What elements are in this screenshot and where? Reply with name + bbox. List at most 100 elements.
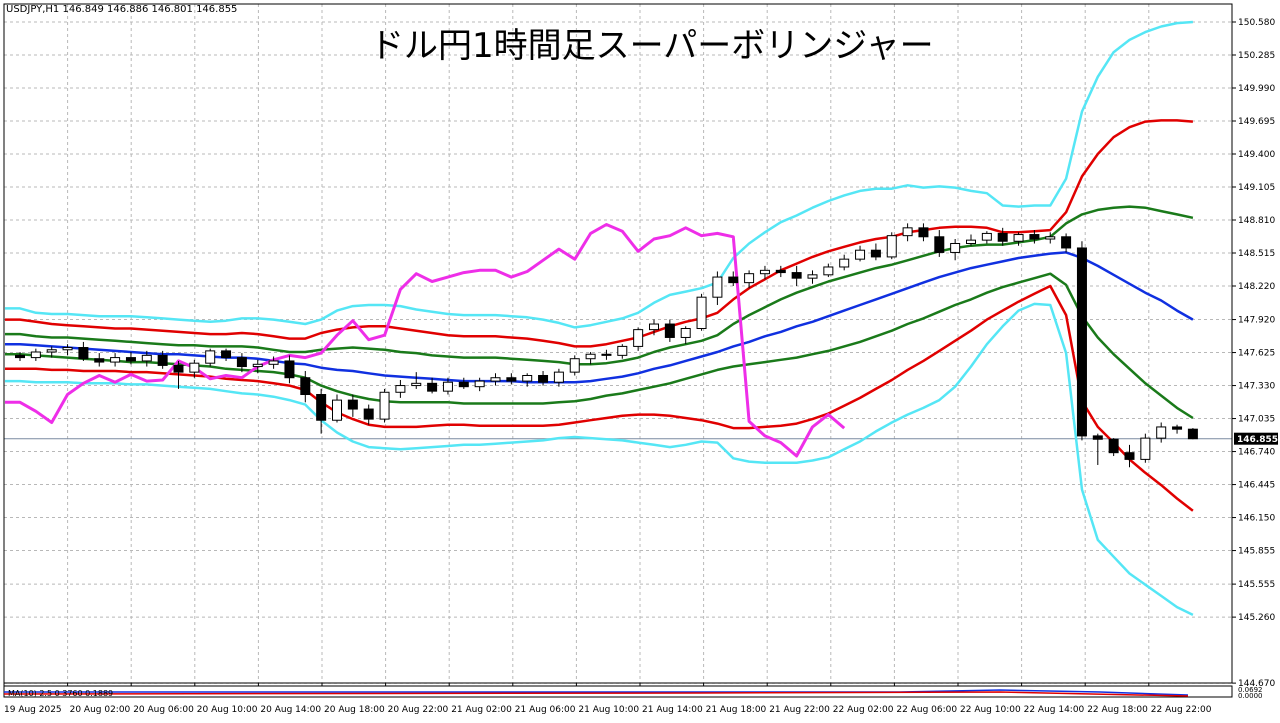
candle-body [173, 364, 184, 373]
time-label: 19 Aug 2025 [4, 705, 62, 715]
candle [157, 350, 168, 369]
axes: 150.580 150.285 149.990 149.695 149.400 149.1… [3, 3, 1278, 715]
candle-body [664, 323, 675, 338]
candle-body [1045, 236, 1056, 240]
candle-body [997, 232, 1008, 242]
price-label: 148.515 [1238, 249, 1275, 259]
candle-body [157, 354, 168, 366]
candle-body [1029, 234, 1040, 240]
candle-body [807, 274, 818, 279]
candle [617, 344, 628, 359]
candle-body [506, 377, 517, 382]
candle [15, 352, 25, 361]
candle [442, 377, 453, 395]
candle [791, 265, 802, 286]
candle-body [823, 266, 834, 276]
candle [268, 356, 279, 369]
candle-body [759, 269, 770, 275]
time-label: 22 Aug 10:00 [960, 705, 1021, 715]
candle-body [1156, 426, 1167, 439]
candle [1013, 232, 1024, 246]
candle [110, 353, 121, 367]
time-label: 20 Aug 18:00 [324, 705, 385, 715]
indicator-lines [5, 20, 1194, 617]
candle [538, 371, 549, 386]
candle-body [332, 399, 342, 421]
candle [1045, 232, 1056, 244]
candle [950, 239, 961, 261]
candle [870, 243, 881, 261]
candle [427, 377, 438, 394]
candle-body [569, 358, 580, 373]
time-label: 20 Aug 10:00 [197, 705, 258, 715]
candle-body [395, 385, 406, 393]
candle [1108, 438, 1119, 457]
candle-body [205, 350, 216, 364]
candle-body [966, 239, 976, 244]
candle-body [744, 273, 755, 284]
price-label: 144.670 [1238, 679, 1275, 689]
candle [490, 373, 501, 386]
candle-body [474, 380, 485, 388]
candle-body [1076, 247, 1087, 437]
candle-body [236, 357, 247, 368]
candle-body [870, 249, 881, 258]
candle-body [363, 408, 374, 420]
price-label: 149.990 [1238, 84, 1275, 94]
candle [363, 404, 374, 425]
subwindow-label: 0.0000 [1238, 692, 1263, 700]
subwindow-line-red [3, 691, 1189, 697]
candle [347, 394, 358, 417]
price-label: 147.920 [1238, 316, 1275, 326]
subwindow-line-blue [4, 689, 1189, 696]
candle-body [601, 353, 612, 356]
time-label: 20 Aug 14:00 [260, 705, 321, 715]
candle-body [490, 377, 501, 382]
series-lower1-line [5, 284, 1194, 512]
price-label: 145.260 [1238, 613, 1275, 623]
price-label: 149.695 [1238, 117, 1275, 127]
candle [997, 227, 1008, 246]
candle [284, 355, 295, 384]
candle-body [30, 351, 41, 359]
candle-body [442, 381, 453, 392]
series-lower05-line [5, 272, 1194, 420]
candle [125, 352, 136, 365]
time-label: 22 Aug 06:00 [896, 705, 957, 715]
time-label: 21 Aug 14:00 [642, 705, 703, 715]
candle [474, 377, 485, 392]
candle-body [411, 382, 422, 387]
candle-body [981, 232, 992, 241]
candle [680, 326, 691, 345]
candle-body [1124, 452, 1135, 460]
candle-body [1013, 234, 1024, 242]
candle [173, 360, 184, 389]
time-label: 21 Aug 22:00 [769, 705, 830, 715]
candle-body [252, 363, 263, 368]
price-label: 149.105 [1238, 183, 1275, 193]
candle [775, 265, 786, 278]
candle [1061, 233, 1072, 253]
candle-body [300, 377, 311, 396]
candle-body [221, 350, 232, 359]
price-label: 149.400 [1238, 150, 1275, 160]
candle [395, 379, 406, 398]
candle [1156, 422, 1167, 443]
candle [823, 263, 834, 278]
candle [1076, 241, 1087, 441]
candle [94, 353, 105, 367]
candle [569, 355, 580, 376]
candle-body [728, 276, 739, 284]
price-label: 147.035 [1238, 415, 1275, 425]
candle [189, 359, 200, 378]
candle-body [1172, 426, 1183, 430]
candle [601, 349, 612, 360]
candle [221, 348, 232, 361]
candle [78, 341, 89, 361]
candle [300, 371, 311, 403]
candle [1187, 428, 1198, 440]
candle [918, 223, 929, 242]
candle [332, 394, 342, 423]
